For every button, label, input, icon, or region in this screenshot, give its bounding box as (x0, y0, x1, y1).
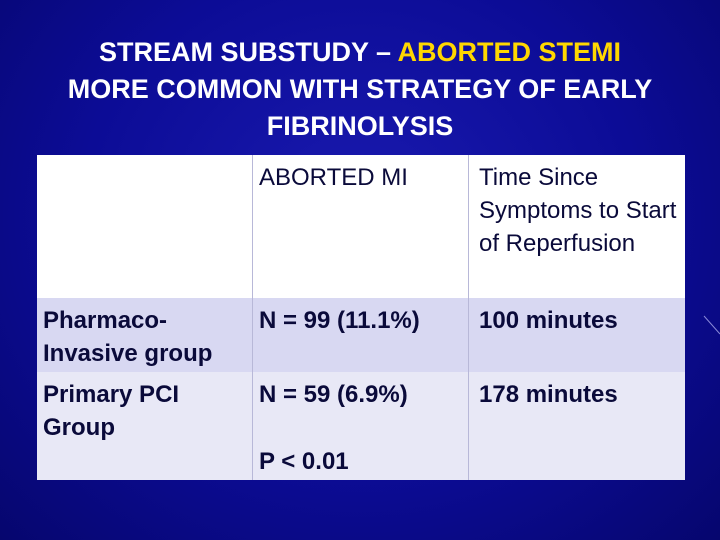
title-highlight: ABORTED STEMI (397, 37, 622, 67)
header-cell: Time Since Symptoms to Start of Reperfus… (468, 155, 685, 298)
title-part: MORE COMMON WITH STRATEGY OF EARLY FIBRI… (67, 74, 653, 141)
title: STREAM SUBSTUDY – ABORTED STEMI MORE COM… (20, 34, 700, 145)
header-cell (37, 155, 252, 298)
row-label: Pharmaco-Invasive group (37, 298, 252, 372)
row-label: Primary PCI Group (37, 372, 252, 480)
cell: 178 minutes (468, 372, 685, 480)
cell: N = 59 (6.9%) P < 0.01 (252, 372, 468, 480)
cell: 100 minutes (468, 298, 685, 372)
title-part: STREAM SUBSTUDY – (98, 37, 392, 67)
cell-text: N = 59 (6.9%) (259, 381, 408, 408)
decor-line (703, 315, 720, 335)
cell: N = 99 (11.1%) (252, 298, 468, 372)
p-value: P < 0.01 (259, 448, 349, 475)
header-cell: ABORTED MI (252, 155, 468, 298)
